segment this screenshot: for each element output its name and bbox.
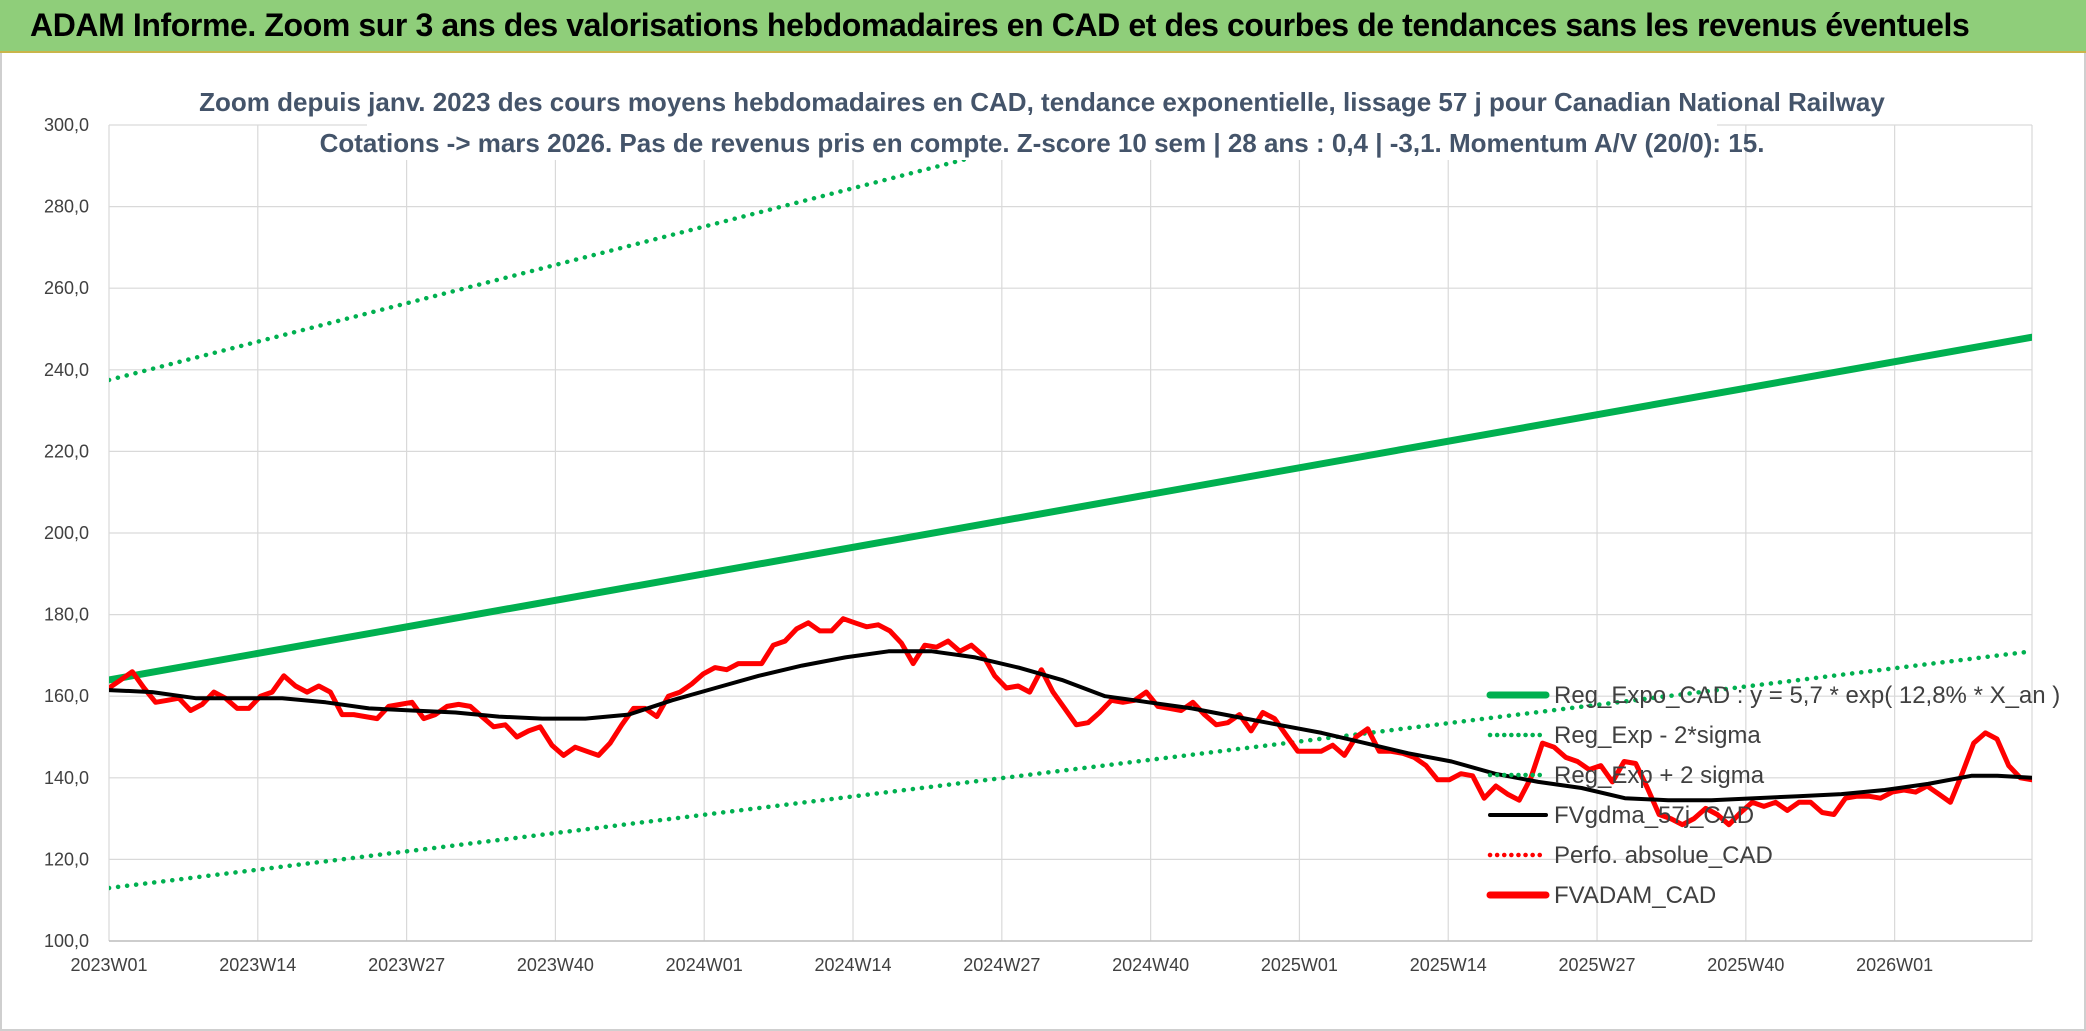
top-banner: ADAM Informe. Zoom sur 3 ans des valoris…: [0, 0, 2086, 53]
title-bg-2: [367, 122, 1717, 160]
y-tick-label: 300,0: [44, 115, 89, 135]
x-tick-label: 2024W01: [666, 955, 743, 975]
chart-frame: 100,0 120,0 140,0 160,0 180,0 200,0 220,0 240,0…: [0, 53, 2086, 1031]
y-tick-label: 280,0: [44, 197, 89, 217]
legend-label-0: Reg_Expo_CAD : y = 5,7 * exp( 12,8% * X_…: [1554, 682, 2060, 709]
x-tick-label: 2024W40: [1112, 955, 1189, 975]
y-tick-label: 260,0: [44, 278, 89, 298]
x-tick-label: 2025W27: [1559, 955, 1636, 975]
x-tick-label: 2023W01: [70, 955, 147, 975]
legend-label-2: Reg_Exp + 2 sigma: [1554, 762, 1765, 789]
legend: Reg_Expo_CAD : y = 5,7 * exp( 12,8% * X_…: [1486, 682, 2060, 909]
x-tick-label: 2024W14: [814, 955, 891, 975]
chart-titles: Zoom depuis janv. 2023 des cours moyens …: [199, 81, 1885, 160]
x-tick-label: 2025W01: [1261, 955, 1338, 975]
x-tick-label: 2024W27: [963, 955, 1040, 975]
title-bg-1: [280, 81, 1805, 121]
y-tick-label: 240,0: [44, 360, 89, 380]
x-tick-label: 2023W40: [517, 955, 594, 975]
chart-title-line1: Zoom depuis janv. 2023 des cours moyens …: [199, 87, 1885, 117]
legend-label-5: FVADAM_CAD: [1554, 882, 1716, 909]
series-line-5: [109, 616, 2032, 828]
y-tick-label: 100,0: [44, 931, 89, 951]
y-tick-label: 160,0: [44, 686, 89, 706]
line-chart: 100,0 120,0 140,0 160,0 180,0 200,0 220,0 240,0…: [44, 81, 2060, 975]
chart-title-line2: Cotations -> mars 2026. Pas de revenus p…: [320, 128, 1765, 158]
y-tick-label: 220,0: [44, 441, 89, 461]
x-tick-label: 2025W14: [1410, 955, 1487, 975]
series-line-0: [109, 333, 2032, 684]
y-tick-label: 120,0: [44, 849, 89, 869]
y-tick-label: 180,0: [44, 605, 89, 625]
report-title: ADAM Informe. Zoom sur 3 ans des valoris…: [30, 7, 1970, 43]
y-tick-label: 200,0: [44, 523, 89, 543]
legend-label-4: Perfo. absolue_CAD: [1554, 842, 1773, 869]
x-axis: 2023W01 2023W14 2023W27 2023W40 2024W01 2024W…: [70, 940, 2032, 975]
x-tick-label: 2023W27: [368, 955, 445, 975]
legend-label-1: Reg_Exp - 2*sigma: [1554, 722, 1761, 749]
legend-label-3: FVgdma_57j_CAD: [1554, 802, 1754, 829]
y-tick-label: 140,0: [44, 768, 89, 788]
x-tick-label: 2023W14: [219, 955, 296, 975]
series-line-3: [109, 649, 2032, 803]
y-axis: 100,0 120,0 140,0 160,0 180,0 200,0 220,0 240,0…: [44, 115, 89, 951]
x-tick-label: 2026W01: [1856, 955, 1933, 975]
x-tick-label: 2025W40: [1707, 955, 1784, 975]
